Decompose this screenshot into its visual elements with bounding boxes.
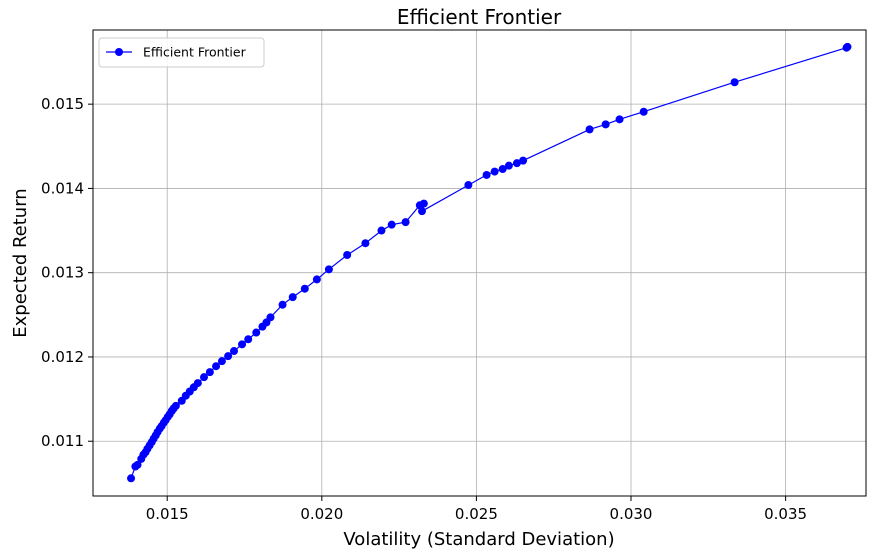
series-layer (127, 42, 852, 483)
legend: Efficient Frontier (98, 37, 265, 68)
chart-title: Efficient Frontier (397, 5, 562, 29)
data-point (401, 218, 410, 227)
legend-box (98, 37, 265, 68)
grid (93, 30, 866, 496)
data-point (361, 239, 370, 248)
x-tick-label: 0.030 (610, 505, 653, 523)
x-tick-label: 0.015 (146, 505, 189, 523)
y-tick-label: 0.015 (41, 95, 84, 113)
data-point (212, 362, 221, 371)
data-point (343, 250, 352, 259)
data-point (200, 373, 209, 382)
data-point (464, 181, 473, 190)
data-point (171, 401, 180, 410)
data-point (229, 347, 238, 356)
data-point (300, 284, 309, 293)
y-tick-label: 0.014 (41, 179, 84, 197)
legend-label: Efficient Frontier (143, 45, 247, 60)
plot-area-frame (92, 29, 867, 497)
data-point (193, 379, 202, 388)
data-point (387, 220, 396, 229)
data-point (585, 125, 594, 134)
data-point (377, 226, 386, 235)
data-point (252, 328, 261, 337)
data-point (278, 300, 287, 309)
data-point (205, 368, 214, 377)
data-point (133, 460, 142, 469)
legend-marker (115, 48, 123, 56)
data-point (224, 352, 233, 361)
ticks: 0.015 0.020 0.025 0.030 0.035 0.011 0.012 0.013… (41, 95, 807, 523)
y-tick-label: 0.012 (41, 348, 84, 366)
data-point (639, 107, 648, 116)
data-point (324, 265, 333, 274)
x-tick-label: 0.035 (764, 505, 807, 523)
data-point (512, 159, 521, 168)
x-tick-label: 0.020 (300, 505, 343, 523)
x-axis-title: Volatility (Standard Deviation) (343, 529, 614, 550)
data-point (238, 340, 247, 349)
data-point (490, 167, 499, 176)
y-tick-label: 0.011 (41, 432, 84, 450)
data-point (615, 115, 624, 124)
x-tick-label: 0.025 (455, 505, 498, 523)
data-point (244, 335, 253, 344)
data-point (127, 474, 136, 483)
y-axis-title: Expected Return (10, 188, 31, 337)
data-point (217, 357, 226, 366)
data-point (730, 78, 739, 87)
data-point (482, 170, 491, 179)
data-point (843, 42, 852, 51)
data-point (312, 275, 321, 284)
data-point (419, 199, 428, 208)
y-tick-label: 0.013 (41, 264, 84, 282)
data-point (498, 165, 507, 174)
data-point (288, 293, 297, 302)
data-point (417, 207, 426, 216)
data-point (266, 313, 275, 322)
data-point (519, 156, 528, 165)
data-point (504, 161, 513, 170)
data-point (601, 120, 610, 129)
